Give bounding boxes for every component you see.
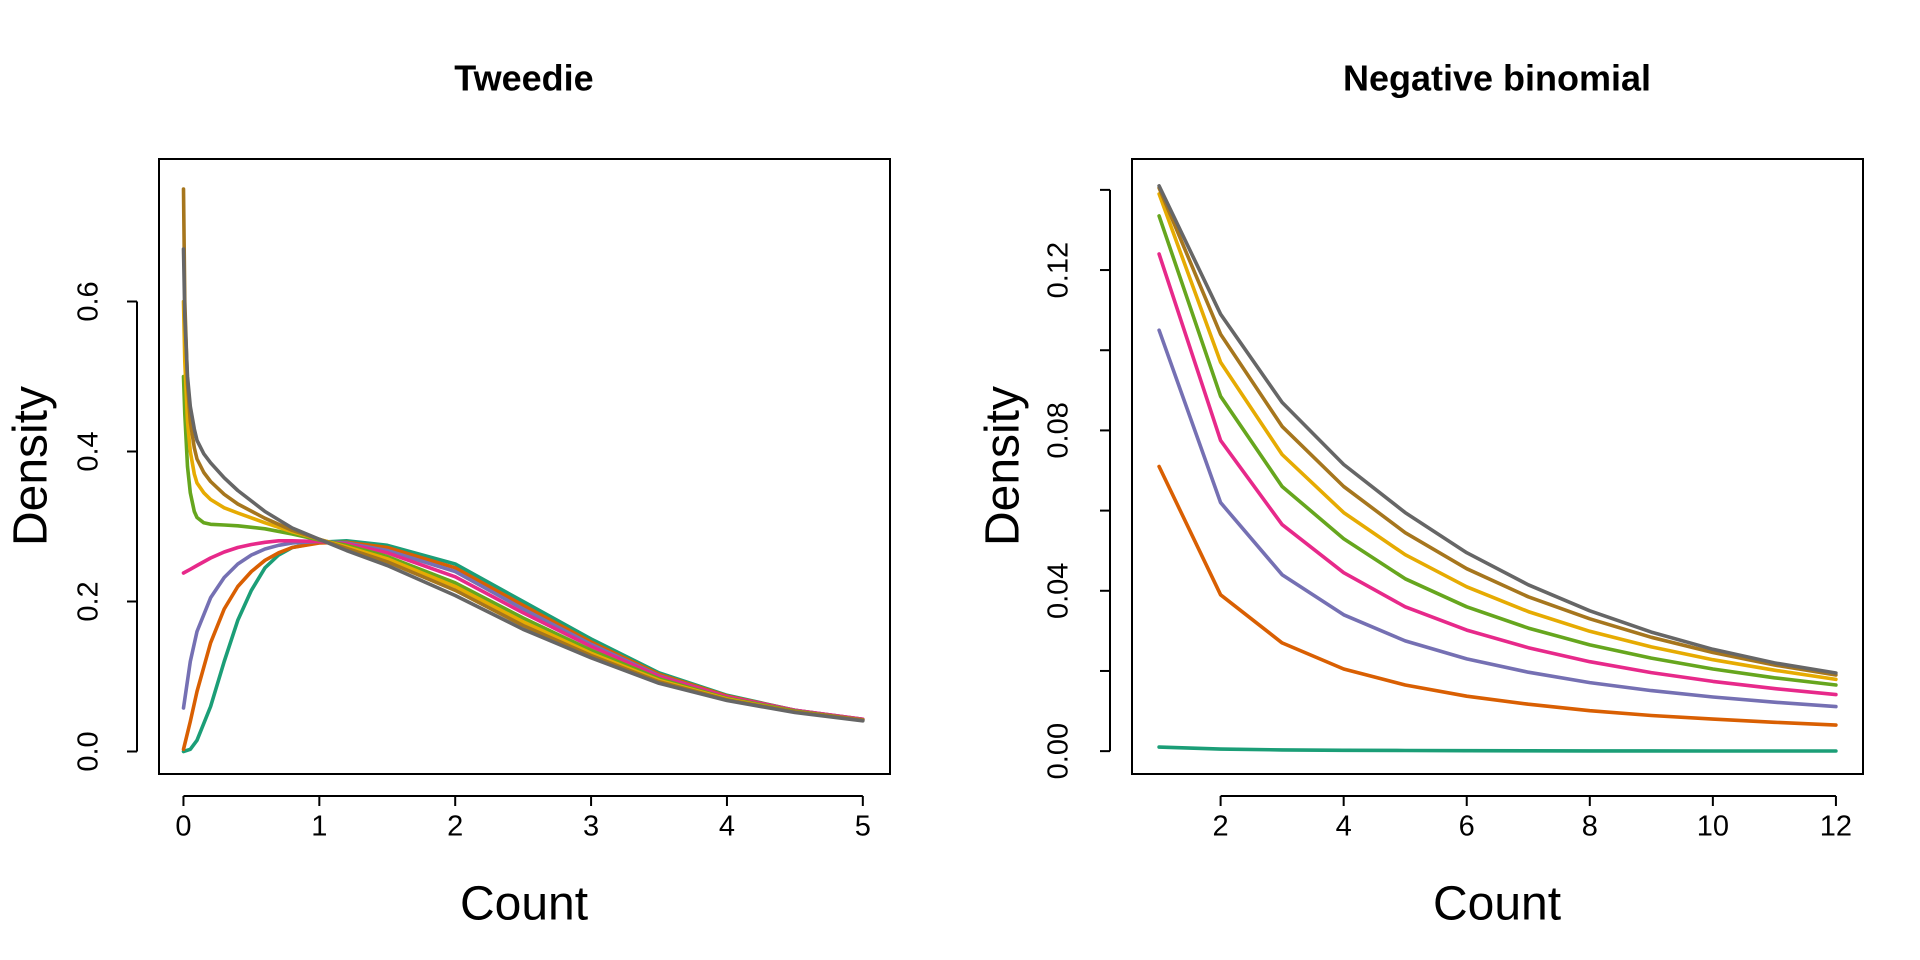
negative-binomial-x-tick-label: 12: [1820, 811, 1852, 843]
negative-binomial-title: Negative binomial: [1343, 58, 1651, 99]
negative-binomial-series-line-3: [1157, 328, 1838, 709]
negative-binomial-series-line-1: [1157, 745, 1838, 753]
negative-binomial-y-tick-label: 0.08: [1043, 402, 1075, 458]
tweedie-series-line-4: [181, 538, 865, 722]
tweedie-x-tick-label: 4: [719, 811, 735, 843]
negative-binomial-x-axis-label: Count: [1433, 878, 1561, 931]
negative-binomial-y-axis-label: Density: [977, 386, 1030, 546]
negative-binomial-x-tick-label: 4: [1336, 811, 1352, 843]
tweedie-y-tick-label: 0.4: [73, 431, 105, 471]
tweedie-y-tick-label: 0.6: [73, 281, 105, 321]
tweedie-y-axis-label: Density: [5, 386, 58, 546]
tweedie-x-axis-label: Count: [460, 878, 588, 931]
tweedie-x-tick-label: 0: [175, 811, 191, 843]
negative-binomial-series-line-5: [1157, 214, 1838, 687]
negative-binomial-panel: Negative binomial 2 4 6 8 10 12 0.00 0.04 0.08 0.1…: [977, 58, 1864, 931]
tweedie-x-tick-label: 2: [447, 811, 463, 843]
negative-binomial-series-line-4: [1157, 252, 1838, 697]
tweedie-y-tick-label: 0.0: [73, 731, 105, 771]
negative-binomial-series-line-6: [1157, 192, 1838, 682]
tweedie-plot-frame: [158, 158, 891, 775]
tweedie-x-tick-label: 5: [855, 811, 871, 843]
tweedie-x-tick-label: 1: [311, 811, 327, 843]
negative-binomial-x-tick-label: 10: [1697, 811, 1729, 843]
tweedie-x-tick-label: 3: [583, 811, 599, 843]
negative-binomial-plot-frame: [1131, 158, 1864, 775]
negative-binomial-x-tick-label: 8: [1582, 811, 1598, 843]
negative-binomial-x-tick-label: 2: [1213, 811, 1229, 843]
negative-binomial-y-tick-label: 0.04: [1043, 563, 1075, 619]
tweedie-series-line-1: [181, 538, 865, 754]
tweedie-panel: Tweedie 0 1 2 3 4 5 0.0 0.2 0.4 0.6 Count Density: [5, 58, 891, 931]
tweedie-y-tick-label: 0.2: [73, 581, 105, 621]
tweedie-series-line-5: [181, 374, 865, 722]
negative-binomial-series-line-8: [1157, 184, 1838, 675]
negative-binomial-series-line-2: [1157, 464, 1838, 727]
tweedie-series-line-7: [181, 187, 865, 722]
negative-binomial-y-tick-label: 0.12: [1043, 242, 1075, 298]
tweedie-series-line-2: [181, 540, 865, 752]
negative-binomial-series-line-7: [1157, 186, 1838, 677]
tweedie-series-line-8: [181, 247, 865, 723]
negative-binomial-y-tick-label: 0.00: [1043, 723, 1075, 779]
tweedie-title: Tweedie: [454, 58, 593, 99]
negative-binomial-x-tick-label: 6: [1459, 811, 1475, 843]
tweedie-series-line-6: [181, 299, 865, 722]
